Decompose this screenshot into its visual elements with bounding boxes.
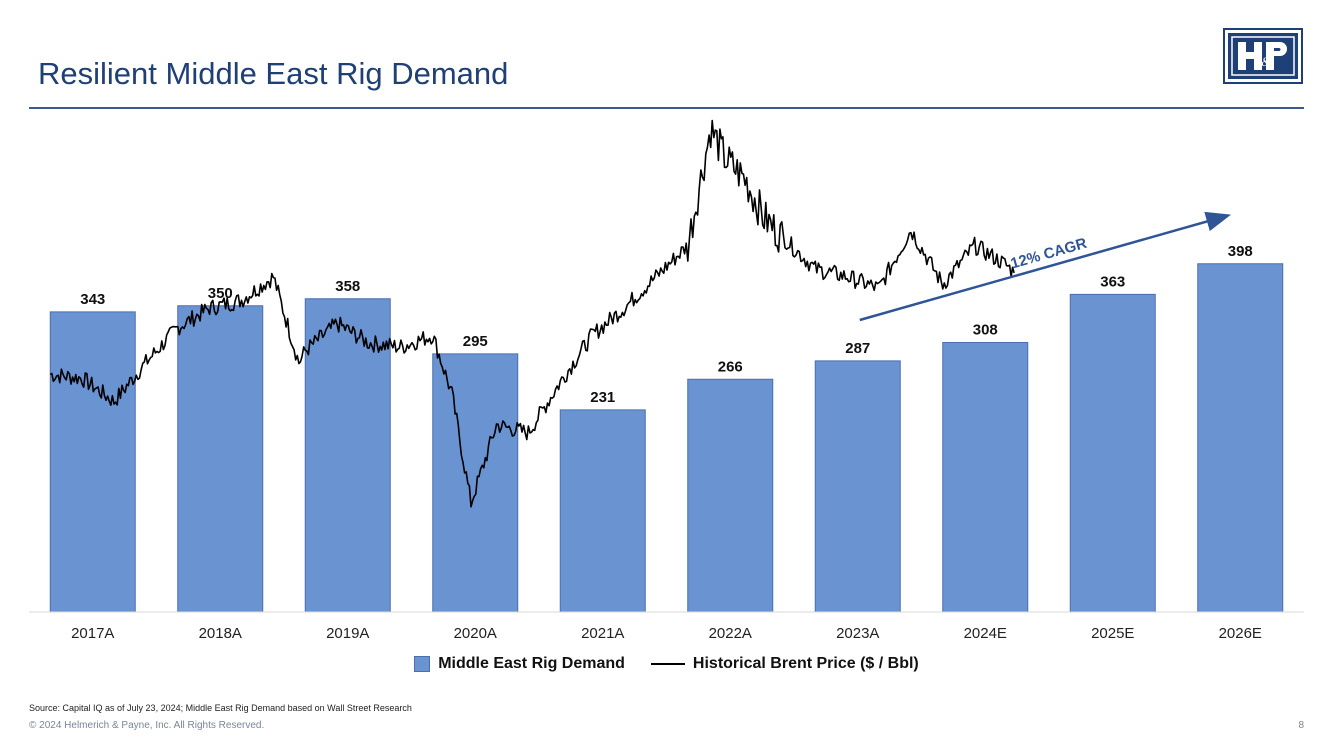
legend-label-rig-demand: Middle East Rig Demand [438,655,625,672]
bar-2024E [942,342,1029,613]
x-tick-label: 2024E [964,625,1007,642]
bar-2023A [814,360,901,613]
x-tick-label: 2025E [1091,625,1134,642]
title-divider [29,107,1304,109]
legend-item-brent-price: Historical Brent Price ($ / Bbl) [650,655,919,673]
bar-2019A [304,298,391,613]
bar-value-label: 231 [590,389,615,406]
bar-2021A [559,409,646,613]
page-number: 8 [1298,720,1304,731]
x-tick-label: 2026E [1219,625,1262,642]
rig-demand-chart: 343 350 358 295 231 266 287 308 363 398 2017A 2018… [29,119,1304,642]
legend-label-brent-price: Historical Brent Price ($ / Bbl) [692,655,919,672]
svg-text:&: & [1261,54,1272,69]
x-tick-label: 2022A [709,625,752,642]
x-tick-label: 2017A [71,625,114,642]
x-tick-label: 2020A [454,625,497,642]
bar-value-label: 266 [718,358,743,375]
legend-bar-swatch [414,656,431,672]
bar-value-label: 343 [80,291,105,308]
bar-value-label: 295 [463,333,488,350]
hp-logo-icon: & [1223,28,1303,84]
source-note: Source: Capital IQ as of July 23, 2024; … [29,703,412,713]
bar-2018A [177,305,264,613]
bar-value-label: 358 [335,278,360,295]
bar-value-label: 363 [1100,273,1125,290]
bar-value-label: 308 [973,322,998,339]
brent-price-line [49,119,1015,508]
bar-2025E [1069,293,1156,613]
legend-item-rig-demand: Middle East Rig Demand [414,655,625,673]
x-tick-label: 2019A [326,625,369,642]
bar-2026E [1197,263,1284,613]
bar-2017A [49,311,136,613]
bar-2022A [687,378,774,613]
copyright-text: © 2024 Helmerich & Payne, Inc. All Right… [29,720,265,731]
x-tick-label: 2023A [836,625,879,642]
bar-value-label: 350 [208,285,233,302]
x-tick-label: 2021A [581,625,624,642]
page-title: Resilient Middle East Rig Demand [38,56,509,91]
x-tick-label: 2018A [199,625,242,642]
chart-legend: Middle East Rig Demand Historical Brent … [0,655,1333,673]
bar-value-label: 398 [1228,243,1253,260]
legend-line-swatch [650,663,685,665]
bar-2020A [432,353,519,613]
cagr-arrow [859,211,1232,322]
bar-value-label: 287 [845,340,870,357]
